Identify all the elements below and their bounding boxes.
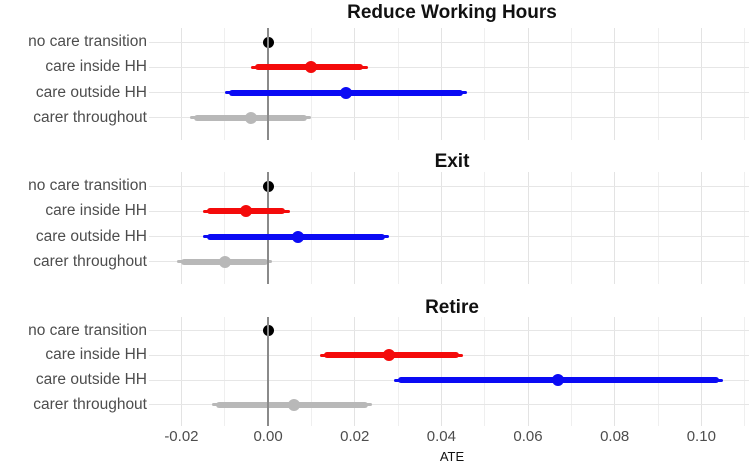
y-axis-label: carer throughout [33,252,147,270]
y-axis-label: carer throughout [33,395,147,413]
point-estimate [218,255,231,268]
gridline-minor [484,28,486,140]
gridline-major [700,317,702,426]
gridline-minor [657,172,659,284]
panel-title: Reduce Working Hours [347,2,557,23]
y-axis-label: care inside HH [45,346,147,364]
y-axis-label: care inside HH [45,202,147,220]
gridline-minor [310,28,312,140]
x-axis-tick-label: 0.02 [340,428,370,445]
gridline-minor [224,172,226,284]
gridline-minor [744,172,746,284]
gridline-major [354,28,356,140]
zero-reference-line [267,28,270,140]
x-axis-title: ATE [439,449,465,464]
gridline-major [440,172,442,284]
gridline-minor [397,317,399,426]
gridline-minor [657,317,659,426]
y-axis-label: no care transition [28,321,147,339]
gridline-major [180,28,182,140]
zero-reference-line [267,172,270,284]
point-estimate [288,398,301,411]
point-estimate [292,230,305,243]
gridline-major [180,317,182,426]
gridline-major [440,28,442,140]
gridline-major [614,28,616,140]
y-axis-label: care outside HH [35,83,147,101]
gridline-major [614,172,616,284]
gridline-major [527,28,529,140]
y-axis-label: care inside HH [45,58,147,76]
x-axis-tick-label: 0.04 [426,428,456,445]
gridline-row [149,261,749,263]
gridline-major [527,317,529,426]
point-estimate [340,86,353,99]
point-estimate [305,61,318,74]
point-estimate [383,349,396,362]
gridline-row [149,41,749,43]
x-axis-tick-label: 0.06 [513,428,543,445]
gridline-minor [484,317,486,426]
panel-title: Exit [434,151,470,172]
gridline-row [149,66,749,68]
gridline-minor [657,28,659,140]
gridline-major [440,317,442,426]
gridline-row [149,404,749,406]
gridline-minor [224,317,226,426]
gridline-row [149,210,749,212]
gridline-major [354,317,356,426]
gridline-row [149,185,749,187]
point-estimate [240,205,253,218]
y-axis-label: care outside HH [35,227,147,245]
gridline-major [527,172,529,284]
x-axis-tick-label: 0.00 [253,428,283,445]
y-axis-label: no care transition [28,33,147,51]
gridline-major [354,172,356,284]
gridline-minor [570,28,572,140]
y-axis-label: care outside HH [35,371,147,388]
y-axis-label: carer throughout [33,108,147,126]
gridline-major [614,317,616,426]
gridline-minor [310,172,312,284]
gridline-major [180,172,182,284]
gridline-minor [744,317,746,426]
gridline-minor [397,28,399,140]
x-axis-tick-label: 0.10 [686,428,716,445]
point-estimate [552,374,565,386]
zero-reference-line [267,317,270,426]
point-estimate [244,111,257,124]
gridline-minor [570,317,572,426]
gridline-minor [310,317,312,426]
gridline-row [149,117,749,119]
gridline-minor [224,28,226,140]
gridline-row [149,330,749,332]
x-axis-tick-label: -0.02 [164,428,199,445]
gridline-major [700,28,702,140]
y-axis-label: no care transition [28,177,147,195]
x-axis-tick-label: 0.08 [600,428,630,445]
gridline-minor [484,172,486,284]
panel-title: Retire [425,297,479,318]
gridline-row [149,236,749,238]
gridline-major [700,172,702,284]
gridline-minor [570,172,572,284]
gridline-minor [744,28,746,140]
gridline-minor [397,172,399,284]
